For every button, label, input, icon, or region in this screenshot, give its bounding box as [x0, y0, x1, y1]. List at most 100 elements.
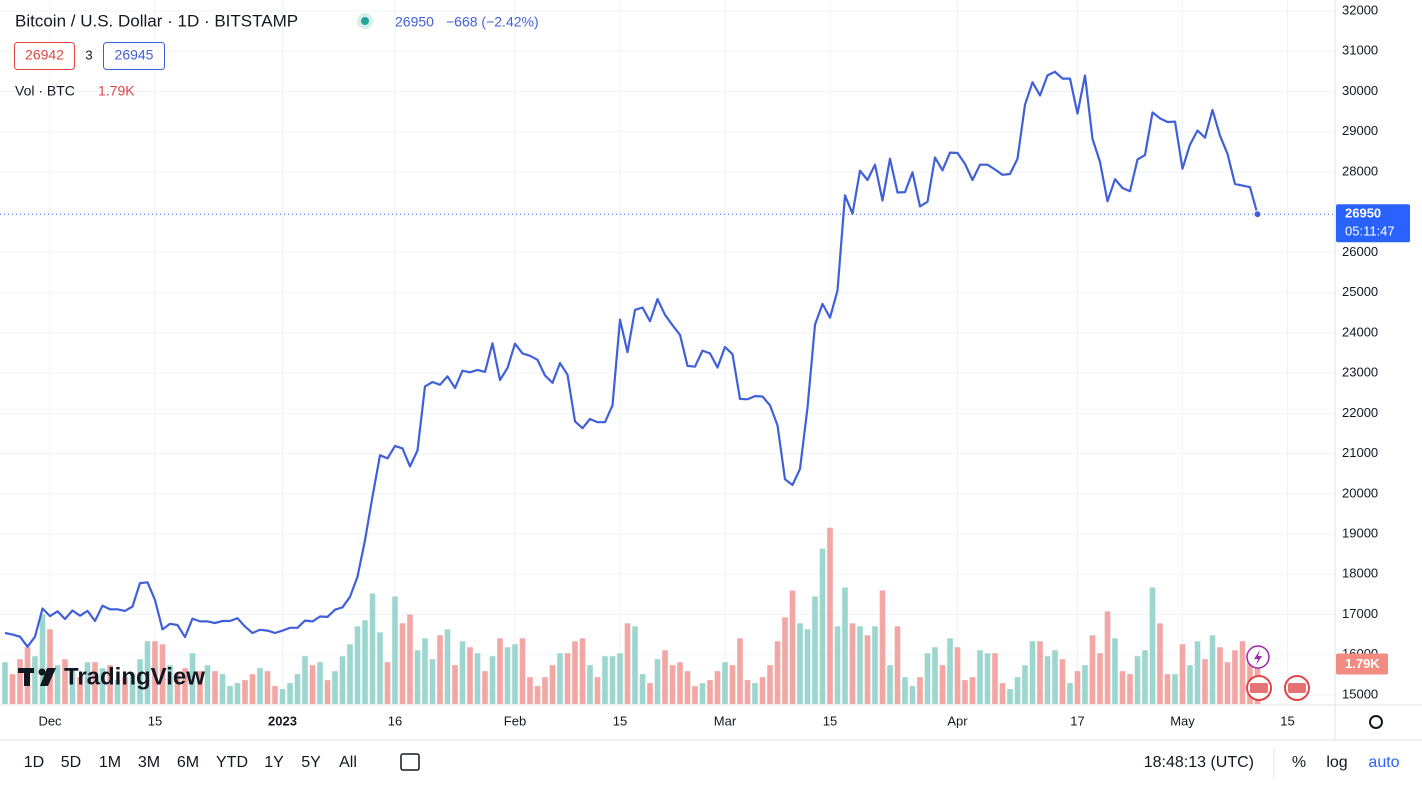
volume-bar [887, 665, 893, 704]
scale-option[interactable]: log [1326, 754, 1347, 771]
volume-bar [587, 665, 593, 704]
volume-bar [114, 680, 121, 704]
volume-bar [422, 638, 428, 704]
volume-bar [737, 638, 743, 704]
logo-mark [40, 668, 56, 686]
volume-bar [249, 674, 256, 704]
volume-bar [707, 680, 713, 704]
x-tick-label: May [1170, 713, 1195, 728]
volume-bar [684, 671, 691, 704]
volume-bar [647, 683, 653, 704]
volume-bar [287, 683, 293, 704]
volume-bar [497, 638, 503, 704]
range-button[interactable]: 1Y [264, 754, 284, 771]
y-tick-label: 17000 [1342, 606, 1378, 621]
volume-bar [242, 680, 248, 704]
volume-title: Vol · BTC [15, 83, 75, 99]
date-range-icon[interactable] [400, 753, 420, 771]
range-button[interactable]: 3M [138, 754, 160, 771]
volume-bar [947, 638, 953, 704]
ask-box[interactable] [103, 42, 165, 70]
volume-bar [624, 623, 631, 704]
volume-bar [369, 593, 376, 704]
range-button[interactable]: 1M [99, 754, 121, 771]
y-tick-label: 28000 [1342, 163, 1378, 178]
volume-bar [1202, 659, 1208, 704]
range-button[interactable]: 6M [177, 754, 199, 771]
flag [1250, 683, 1268, 693]
range-button[interactable]: All [339, 754, 357, 771]
volume-bar [789, 590, 796, 704]
volume-bar [429, 659, 436, 704]
x-tick-label: Feb [504, 713, 526, 728]
volume-bar [332, 671, 338, 704]
last-price-dot [1253, 210, 1262, 219]
volume-bar [1224, 662, 1231, 704]
range-button[interactable]: 5D [61, 754, 81, 771]
volume-bar [122, 677, 128, 704]
volume-bar [939, 665, 946, 704]
volume-bar [279, 689, 286, 704]
volume-bar [324, 680, 331, 704]
bid[interactable]: 26942 [25, 47, 64, 63]
volume-bar [557, 653, 563, 704]
volume-bar [902, 677, 908, 704]
volume-bar [527, 677, 533, 704]
volume-bar [159, 644, 166, 704]
volume-bar [827, 527, 833, 704]
bid-box[interactable] [14, 42, 75, 70]
volume-bar [1127, 674, 1133, 704]
volume-bar [617, 653, 623, 704]
volume-bar [347, 644, 353, 704]
volume-bar [1082, 665, 1088, 704]
volume-bar [632, 626, 638, 704]
scale-option[interactable]: auto [1368, 754, 1399, 771]
price-change: −668 (−2.42%) [446, 14, 539, 30]
volume-bar [219, 674, 226, 704]
volume-bar [1044, 656, 1051, 704]
volume-bar [302, 656, 308, 704]
volume-bar [924, 653, 931, 704]
price-series [0, 70, 1335, 648]
range-button[interactable]: 1D [24, 754, 44, 771]
volume-bars [2, 527, 1261, 704]
scale-option[interactable]: % [1292, 754, 1306, 771]
x-tick-label: 16 [388, 713, 402, 728]
volume-bar [1239, 641, 1246, 704]
volume-bar [1104, 611, 1111, 704]
x-tick-label: 15 [148, 713, 162, 728]
volume-bar [152, 641, 158, 704]
y-tick-label: 21000 [1342, 445, 1378, 460]
volume-bar [17, 659, 23, 704]
logo-mark [24, 668, 30, 686]
volume-bar [107, 665, 113, 704]
last-price: 26950 [395, 14, 434, 30]
volume-bar [354, 626, 361, 704]
volume-bar [2, 662, 8, 704]
volume-bar [1157, 623, 1163, 704]
volume-bar [797, 623, 803, 704]
range-button[interactable]: YTD [216, 754, 248, 771]
volume-bar [309, 665, 316, 704]
volume-bar [272, 686, 278, 704]
volume-bar [182, 668, 188, 704]
x-tick-label: Mar [714, 713, 737, 728]
volume-bar [384, 662, 391, 704]
grid [0, 0, 1335, 705]
volume-bar [1097, 653, 1103, 704]
volume-bar [542, 677, 548, 704]
volume-bar [1149, 587, 1156, 704]
volume-bar [392, 596, 398, 704]
volume-bar [1187, 665, 1193, 704]
volume-bar [804, 629, 811, 704]
volume-bar [444, 629, 451, 704]
settings-icon[interactable] [1369, 715, 1383, 729]
volume-bar [834, 626, 841, 704]
range-button[interactable]: 5Y [301, 754, 321, 771]
volume-bar [482, 671, 488, 704]
volume-bar [39, 614, 46, 704]
volume-bar [99, 668, 106, 704]
ask[interactable]: 26945 [115, 47, 154, 63]
